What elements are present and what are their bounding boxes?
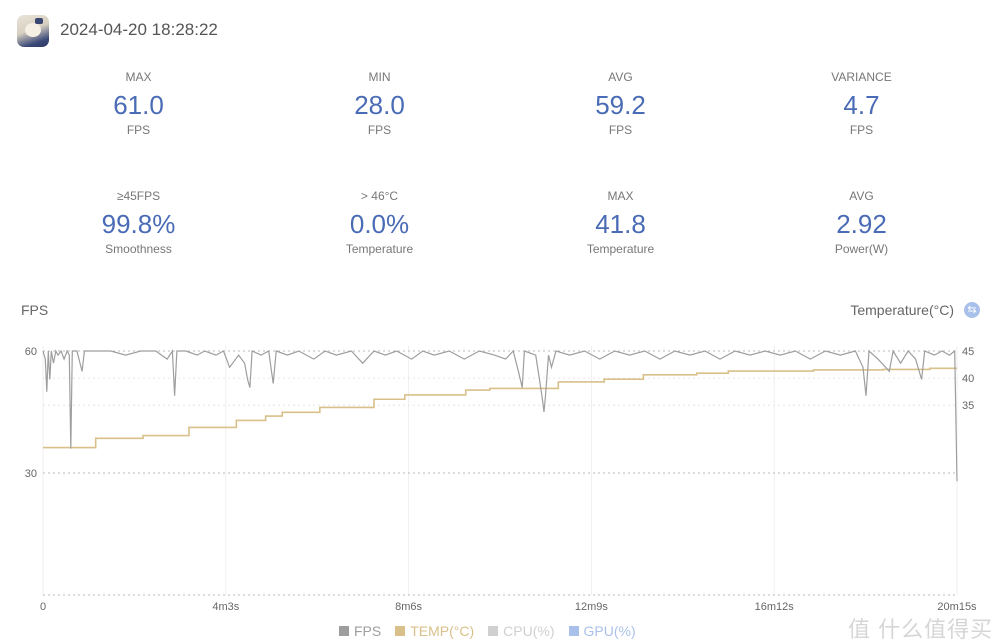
x-tick-label: 16m12s [755,601,795,613]
temp-series-line [43,367,957,449]
stat-unit: Temperature [345,242,414,256]
stat-unit: Temperature [586,242,655,256]
stat-card: MAX 41.8 Temperature [500,189,741,256]
legend-cpu[interactable]: CPU(%) [488,623,555,639]
fps-axis-label: FPS [21,302,49,318]
temperature-axis-label: Temperature(°C) [850,302,954,318]
y-right-tick-label: 40 [962,373,974,385]
fps-series-line [42,349,958,482]
stat-unit: Power(W) [834,242,889,256]
stat-label: AVG [608,70,633,84]
stat-value: 28.0 [354,90,405,120]
session-timestamp: 2024-04-20 18:28:22 [60,20,218,39]
chart-legend: FPS TEMP(°C) CPU(%) GPU(%) [339,623,636,639]
legend-swatch [395,626,406,636]
x-tick-label: 12m9s [575,601,609,613]
legend-swatch [568,626,579,636]
stat-unit: Smoothness [105,242,172,256]
stat-label: > 46°C [360,189,399,203]
legend-label: CPU(%) [503,623,555,639]
stat-label: VARIANCE [831,70,892,84]
stat-label: ≥45FPS [116,189,161,203]
stat-card: > 46°C 0.0% Temperature [259,189,500,256]
stat-card: VARIANCE 4.7 FPS [741,70,982,137]
legend-swatch [488,626,499,636]
legend-label: GPU(%) [583,623,636,639]
legend-gpu[interactable]: GPU(%) [568,623,636,639]
stat-value: 4.7 [843,90,880,120]
stat-unit: FPS [126,123,151,137]
stat-card: AVG 59.2 FPS [500,70,741,137]
stat-unit: FPS [608,123,633,137]
y-right-tick-label: 45 [962,346,974,358]
stat-value: 0.0% [349,209,410,239]
stat-unit: FPS [367,123,392,137]
legend-label: FPS [354,623,382,639]
stat-label: AVG [849,189,874,203]
legend-temp[interactable]: TEMP(°C) [395,623,474,639]
stat-card: MIN 28.0 FPS [259,70,500,137]
stat-value: 59.2 [595,90,646,120]
x-tick-label: 4m3s [212,601,239,613]
legend-fps[interactable]: FPS [339,623,381,639]
stat-label: MIN [368,70,391,84]
swap-axis-icon[interactable]: ⇆ [964,302,980,318]
stat-card: ≥45FPS 99.8% Smoothness [18,189,259,256]
x-tick-label: 20m15s [937,601,977,613]
y-left-tick-label: 30 [25,468,37,480]
y-right-tick-label: 35 [962,400,974,412]
y-left-tick-label: 60 [25,346,37,358]
stat-value: 41.8 [595,209,646,239]
stat-label: MAX [607,189,634,203]
stat-card: AVG 2.92 Power(W) [741,189,982,256]
stat-value: 99.8% [101,209,176,239]
legend-swatch [339,626,349,636]
watermark-logo: 值 什么值得买 [848,617,994,642]
stat-value: 61.0 [113,90,164,120]
stat-card: MAX 61.0 FPS [18,70,259,137]
stat-value: 2.92 [836,209,887,239]
app-avatar-icon [17,15,49,47]
stat-label: MAX [125,70,152,84]
x-tick-label: 0 [40,601,46,613]
legend-label: TEMP(°C) [410,623,475,639]
stat-unit: FPS [849,123,874,137]
x-tick-label: 8m6s [395,601,422,613]
